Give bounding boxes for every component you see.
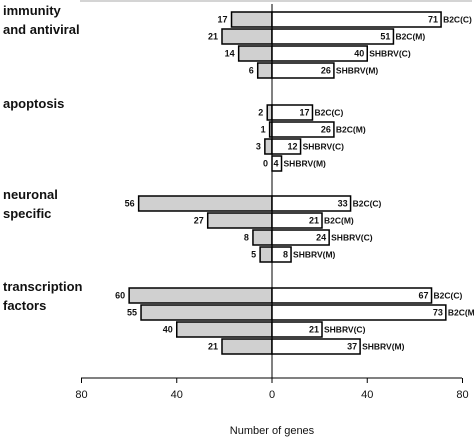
bar-left xyxy=(256,62,273,79)
sample-label: SHBRV(M) xyxy=(362,342,405,352)
bar-right xyxy=(271,28,395,45)
value-label-right: 51 xyxy=(380,32,390,42)
value-label-right: 24 xyxy=(316,233,326,243)
value-label-right: 73 xyxy=(433,308,443,318)
sample-label: SHBRV(C) xyxy=(303,142,345,152)
value-label-left: 8 xyxy=(244,233,249,243)
group-label: and antiviral xyxy=(3,22,80,37)
bar-right xyxy=(271,287,433,304)
sample-label: B2C(M) xyxy=(336,125,366,135)
bar-left xyxy=(264,138,273,155)
value-label-left: 5 xyxy=(251,250,256,260)
group-label: immunity xyxy=(3,3,62,18)
value-label-left: 21 xyxy=(208,342,218,352)
bar-left xyxy=(140,304,273,321)
value-label-left: 55 xyxy=(127,308,137,318)
value-label-left: 17 xyxy=(218,15,228,25)
x-axis: 80 40 0 40 80 xyxy=(75,377,469,401)
value-label-left: 6 xyxy=(249,66,254,76)
bar-left xyxy=(206,212,273,229)
x-axis-title: Number of genes xyxy=(230,425,315,437)
value-label-left: 40 xyxy=(163,325,173,335)
value-label-right: 21 xyxy=(309,325,319,335)
group-label: specific xyxy=(3,206,51,221)
value-label-right: 67 xyxy=(419,291,429,301)
value-label-left: 56 xyxy=(125,199,135,209)
value-label-left: 2 xyxy=(258,108,263,118)
group-label: transcription xyxy=(3,279,83,294)
sample-label: B2C(M) xyxy=(448,308,474,318)
sample-label: SHBRV(C) xyxy=(369,49,411,59)
value-label-right: 40 xyxy=(354,49,364,59)
value-label-left: 1 xyxy=(261,125,266,135)
sample-label: B2C(C) xyxy=(434,291,463,301)
x-tick-label: 40 xyxy=(361,389,373,401)
value-label-left: 60 xyxy=(115,291,125,301)
value-label-left: 21 xyxy=(208,32,218,42)
sample-label: SHBRV(M) xyxy=(293,250,336,260)
value-label-left: 14 xyxy=(225,49,235,59)
x-tick-label: 80 xyxy=(75,389,87,401)
value-label-left: 3 xyxy=(256,142,261,152)
group-label: factors xyxy=(3,298,46,313)
x-tick-label: 0 xyxy=(269,389,275,401)
value-label-right: 33 xyxy=(338,199,348,209)
x-tick-label: 40 xyxy=(171,389,183,401)
sample-label: B2C(C) xyxy=(353,199,382,209)
bar-right xyxy=(271,304,447,321)
value-label-right: 4 xyxy=(274,159,279,169)
bar-left xyxy=(252,229,273,246)
sample-label: SHBRV(M) xyxy=(284,159,327,169)
sample-label: B2C(C) xyxy=(443,15,472,25)
value-label-right: 17 xyxy=(299,108,309,118)
sample-label: SHBRV(C) xyxy=(331,233,373,243)
sample-label: SHBRV(M) xyxy=(336,66,379,76)
value-label-right: 71 xyxy=(428,15,438,25)
sample-label: SHBRV(C) xyxy=(324,325,366,335)
value-label-right: 26 xyxy=(321,125,331,135)
bar-left xyxy=(128,287,273,304)
value-label-right: 26 xyxy=(321,66,331,76)
bar-right xyxy=(271,11,442,28)
value-label-left: 0 xyxy=(263,159,268,169)
value-label-right: 21 xyxy=(309,216,319,226)
bar-left xyxy=(137,195,273,212)
bar-left xyxy=(176,321,273,338)
group-label: apoptosis xyxy=(3,96,64,111)
x-tick-label: 80 xyxy=(456,389,468,401)
bar-right xyxy=(271,45,368,62)
group-label: neuronal xyxy=(3,187,58,202)
sample-label: B2C(M) xyxy=(324,216,354,226)
value-label-right: 37 xyxy=(347,342,357,352)
bar-left xyxy=(237,45,273,62)
sample-label: B2C(C) xyxy=(314,108,343,118)
value-label-right: 12 xyxy=(288,142,298,152)
bar-left xyxy=(221,338,273,355)
bar-right xyxy=(271,246,292,263)
value-label-left: 27 xyxy=(194,216,204,226)
bar-left xyxy=(221,28,273,45)
bar-left xyxy=(230,11,273,28)
value-label-right: 8 xyxy=(283,250,288,260)
sample-label: B2C(M) xyxy=(395,32,425,42)
bar-left xyxy=(259,246,273,263)
